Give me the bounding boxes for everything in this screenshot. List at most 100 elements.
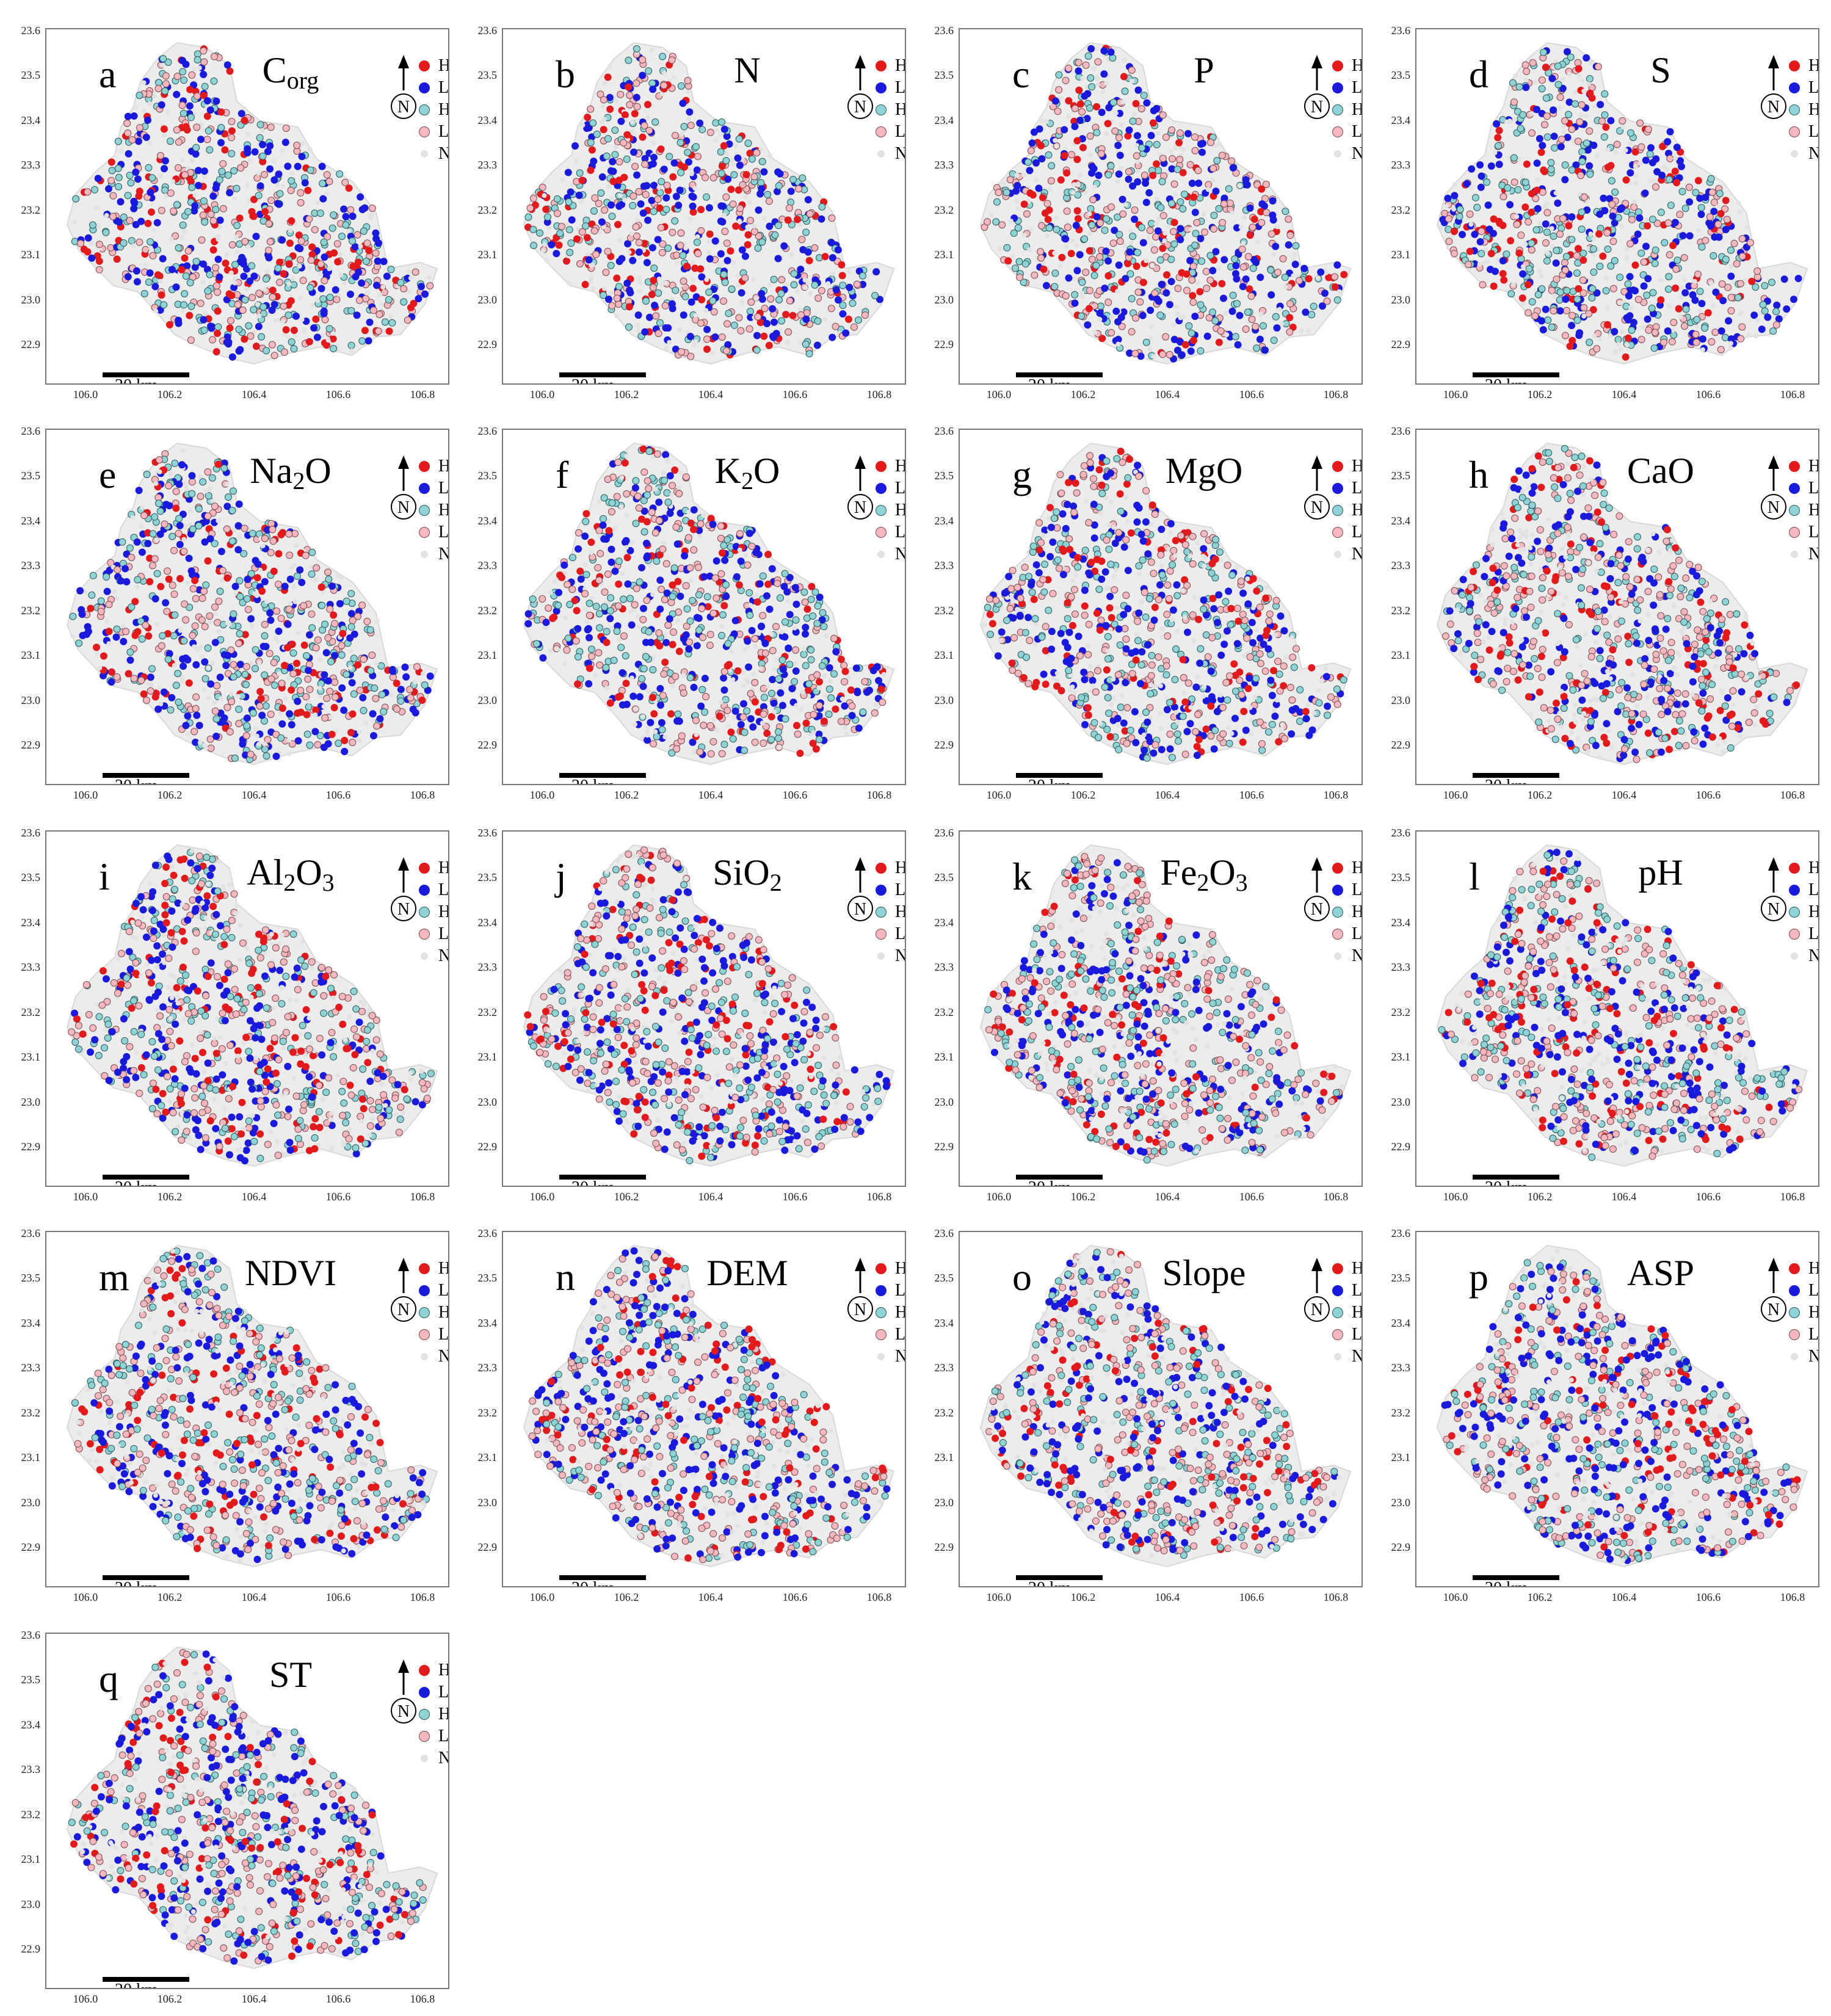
cluster-point-h-l [360, 227, 368, 235]
cluster-point-l-h [1579, 289, 1587, 297]
cluster-point-l-l [1780, 275, 1788, 283]
cluster-point-h-l [1155, 167, 1162, 175]
cluster-point-ns [731, 161, 736, 167]
cluster-point-l-l [1212, 248, 1220, 256]
cluster-point-ns [1216, 266, 1221, 271]
cluster-point-ns [1728, 263, 1734, 269]
cluster-point-l-h [626, 101, 634, 109]
cluster-point-h-h [1178, 269, 1186, 277]
cluster-point-ns [586, 252, 591, 257]
cluster-point-l-l [733, 573, 741, 581]
cluster-point-l-l [1162, 289, 1170, 297]
cluster-point-ns [254, 593, 259, 598]
cluster-point-l-l [281, 582, 289, 590]
cluster-point-ns [1561, 129, 1567, 134]
cluster-point-l-l [676, 592, 684, 600]
legend-swatch [419, 527, 430, 538]
cluster-point-l-l [687, 298, 695, 306]
cluster-point-ns [785, 599, 791, 604]
cluster-point-ns [1047, 101, 1052, 106]
north-label: N [1311, 98, 1323, 117]
legend-swatch [421, 551, 428, 558]
cluster-point-l-h [1207, 139, 1214, 147]
cluster-point-l-h [785, 328, 792, 336]
cluster-point-ns [232, 196, 237, 201]
cluster-point-l-l [1030, 128, 1038, 136]
cluster-point-h-l [397, 697, 405, 705]
panel-title: Corg [262, 50, 319, 94]
cluster-point-h-l [1568, 166, 1576, 174]
cluster-point-h-l [245, 322, 253, 330]
cluster-point-l-l [1727, 272, 1735, 280]
cluster-point-h-l [1589, 285, 1597, 292]
cluster-point-h-l [1665, 273, 1673, 280]
cluster-point-h-l [524, 213, 532, 221]
cluster-point-l-l [568, 216, 576, 224]
cluster-point-h-h [1542, 63, 1550, 71]
cluster-point-h-h [794, 216, 801, 223]
cluster-point-h-l [206, 146, 214, 154]
cluster-point-ns [598, 212, 603, 217]
cluster-point-ns [607, 64, 612, 70]
cluster-point-l-l [243, 714, 251, 722]
cluster-point-l-l [244, 576, 252, 583]
cluster-point-h-h [1189, 292, 1197, 300]
cluster-point-ns [181, 537, 187, 542]
cluster-point-ns [210, 498, 216, 504]
cluster-point-h-h [1004, 257, 1012, 265]
cluster-point-h-l [720, 270, 728, 278]
cluster-point-h-l [1650, 344, 1658, 352]
cluster-point-ns [236, 534, 242, 539]
cluster-point-h-l [172, 681, 180, 689]
cluster-point-l-l [741, 252, 749, 260]
cluster-point-h-h [573, 235, 581, 243]
cluster-point-l-h [538, 183, 546, 191]
cluster-point-ns [192, 193, 198, 198]
cluster-point-h-l [88, 591, 96, 599]
cluster-point-h-l [236, 577, 244, 585]
cluster-point-ns [70, 634, 76, 639]
cluster-point-h-l [1604, 245, 1612, 253]
cluster-point-l-h [1556, 93, 1564, 101]
cluster-point-l-h [592, 250, 600, 258]
cluster-point-ns [183, 524, 188, 530]
cluster-point-l-h [142, 245, 150, 253]
cluster-point-l-l [340, 205, 348, 213]
cluster-point-l-h [234, 301, 242, 308]
cluster-point-ns [1047, 187, 1053, 192]
cluster-point-l-l [1550, 132, 1558, 140]
cluster-point-l-h [669, 228, 676, 236]
x-tick-label: 106.4 [1155, 388, 1180, 401]
cluster-point-h-l [1503, 250, 1510, 258]
legend-item: L-H [419, 121, 448, 143]
cluster-point-l-h [1218, 151, 1226, 159]
legend-item: H-L [419, 99, 448, 121]
cluster-point-h-h [718, 162, 726, 170]
cluster-point-ns [1514, 214, 1520, 219]
cluster-point-h-h [241, 335, 248, 343]
cluster-point-l-l [1126, 248, 1134, 256]
cluster-point-h-h [1490, 282, 1498, 290]
cluster-point-h-h [1533, 186, 1541, 194]
cluster-point-l-l [1122, 275, 1129, 283]
cluster-point-h-h [763, 730, 771, 738]
cluster-point-h-l [303, 730, 311, 738]
cluster-point-h-l [145, 164, 153, 172]
x-tick-label: 106.4 [1611, 388, 1637, 401]
cluster-point-h-h [732, 222, 740, 230]
cluster-point-l-l [1477, 183, 1485, 191]
cluster-point-h-h [744, 231, 752, 239]
cluster-point-l-h [1477, 228, 1485, 235]
cluster-point-h-h [131, 631, 139, 639]
map-frame: aCorgNH-HL-LH-LL-HNS20 km [45, 28, 449, 385]
cluster-point-l-l [1076, 117, 1084, 125]
cluster-point-l-l [1198, 148, 1206, 156]
cluster-point-h-h [186, 85, 194, 93]
cluster-point-ns [1134, 159, 1140, 164]
cluster-point-h-h [278, 705, 286, 712]
cluster-point-l-l [1302, 308, 1310, 316]
cluster-point-h-l [1565, 111, 1573, 118]
scale-bar-label: 20 km [1485, 376, 1528, 383]
cluster-point-l-h [107, 244, 115, 252]
cluster-point-l-h [1183, 286, 1191, 294]
